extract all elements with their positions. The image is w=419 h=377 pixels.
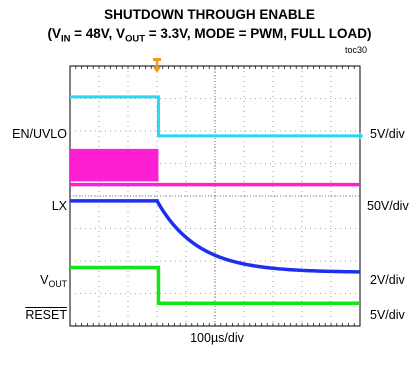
marker-en-uvlo bbox=[359, 131, 363, 141]
trigger-arrow bbox=[153, 67, 161, 73]
trace-lx-switching bbox=[70, 149, 158, 182]
